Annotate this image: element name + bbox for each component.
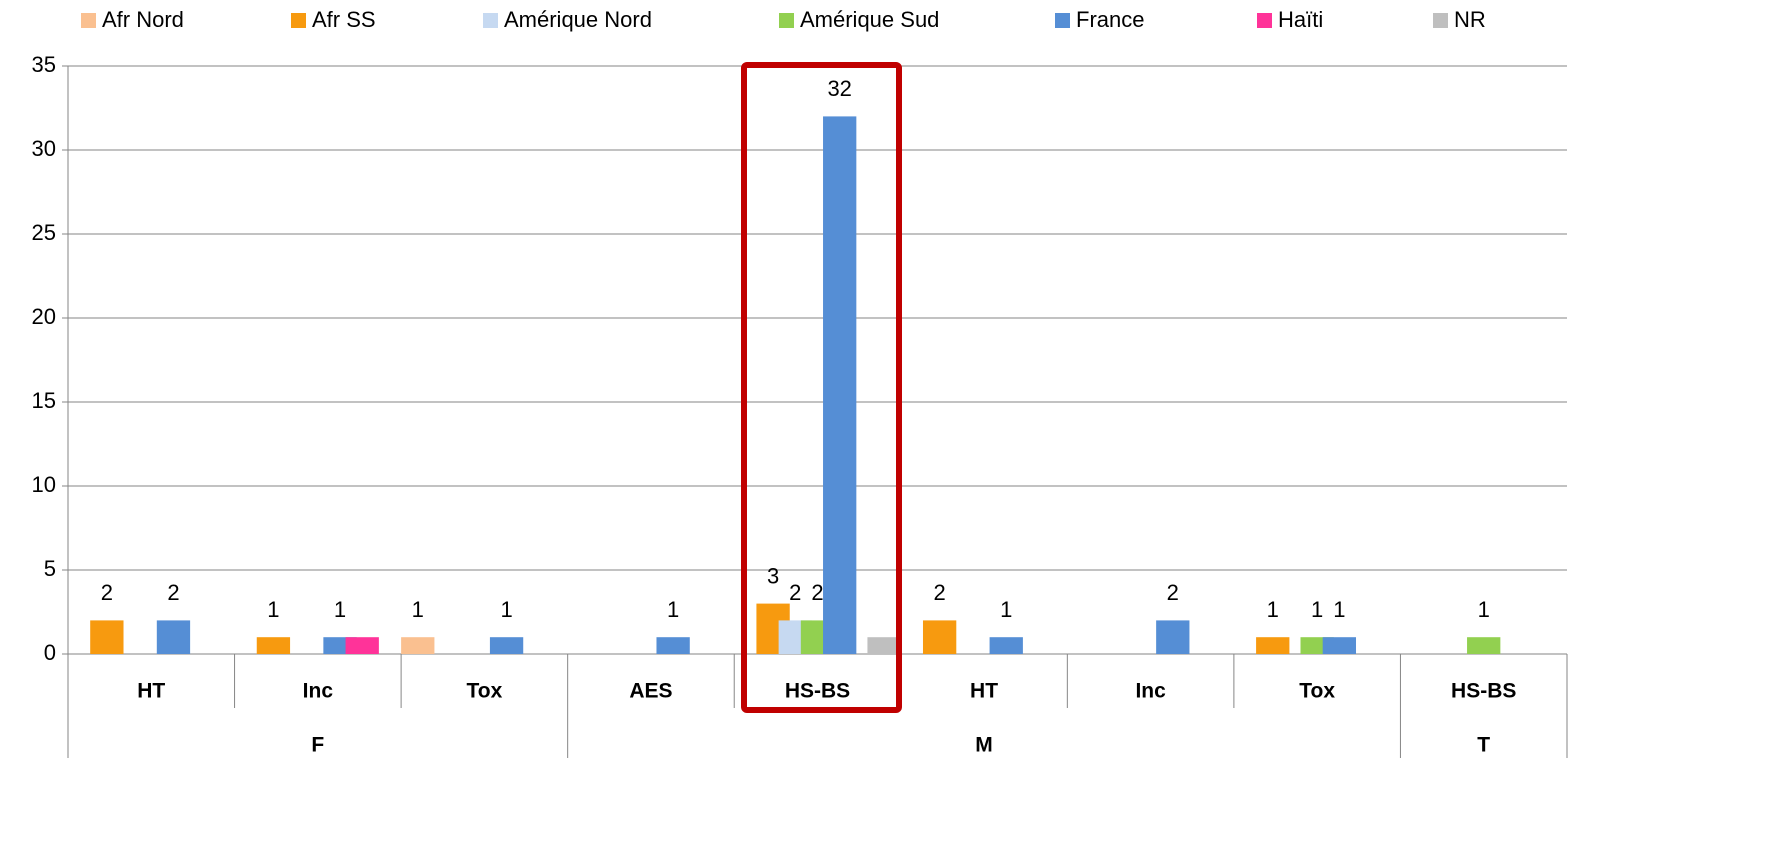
data-label: 2 xyxy=(789,580,801,605)
legend-label: France xyxy=(1076,7,1144,32)
bar xyxy=(1467,637,1501,654)
data-label: 1 xyxy=(334,597,346,622)
bar xyxy=(1156,620,1190,654)
legend-swatch xyxy=(1055,13,1070,28)
highlight-box xyxy=(741,62,902,713)
bar xyxy=(90,620,124,654)
data-label: 1 xyxy=(1311,597,1323,622)
x-tick-label: HT xyxy=(970,680,998,703)
bar xyxy=(656,637,690,654)
data-label: 1 xyxy=(267,597,279,622)
bar xyxy=(256,637,291,654)
y-tick-label: 35 xyxy=(32,52,56,77)
legend-swatch xyxy=(81,13,96,28)
legend-label: Afr SS xyxy=(312,7,376,32)
bar xyxy=(823,116,857,654)
x-tick-label: Tox xyxy=(466,680,502,703)
y-tick-label: 25 xyxy=(32,220,56,245)
bar xyxy=(867,637,901,654)
data-label: 1 xyxy=(1267,597,1279,622)
data-label: 1 xyxy=(412,597,424,622)
data-label: 2 xyxy=(1167,580,1179,605)
x-tick-label: HS-BS xyxy=(785,680,850,703)
group-label: F xyxy=(311,734,324,757)
x-tick-label: HS-BS xyxy=(1451,680,1516,703)
x-tick-label: Inc xyxy=(1135,680,1166,703)
data-label: 32 xyxy=(827,76,851,101)
legend-swatch xyxy=(1257,13,1272,28)
data-label: 1 xyxy=(500,597,512,622)
legend-swatch xyxy=(291,13,306,28)
data-label: 3 xyxy=(767,563,779,588)
group-label: M xyxy=(975,734,993,757)
bar xyxy=(1322,637,1357,654)
legend-swatch xyxy=(483,13,498,28)
legend-label: Amérique Nord xyxy=(504,7,652,32)
data-label: 1 xyxy=(667,597,679,622)
bar xyxy=(922,620,957,654)
legend-label: Afr Nord xyxy=(102,7,184,32)
bar xyxy=(401,637,435,654)
bar xyxy=(156,620,191,654)
group-label: T xyxy=(1477,734,1490,757)
data-label: 2 xyxy=(167,580,179,605)
x-tick-label: Tox xyxy=(1299,680,1335,703)
legend-label: Haïti xyxy=(1278,7,1323,32)
y-tick-label: 0 xyxy=(44,640,56,665)
legend-swatch xyxy=(779,13,794,28)
x-tick-label: AES xyxy=(629,680,672,703)
y-tick-label: 15 xyxy=(32,388,56,413)
y-tick-label: 10 xyxy=(32,472,56,497)
legend-swatch xyxy=(1433,13,1448,28)
bar xyxy=(989,637,1023,654)
y-tick-label: 5 xyxy=(44,556,56,581)
bar xyxy=(1256,637,1290,654)
legend-label: Amérique Sud xyxy=(800,7,939,32)
y-tick-label: 20 xyxy=(32,304,56,329)
y-tick-label: 30 xyxy=(32,136,56,161)
data-label: 1 xyxy=(1333,597,1345,622)
data-label: 2 xyxy=(101,580,113,605)
bar xyxy=(489,637,524,654)
data-label: 1 xyxy=(1000,597,1012,622)
data-label: 2 xyxy=(934,580,946,605)
data-label: 1 xyxy=(1478,597,1490,622)
bar xyxy=(345,637,379,654)
legend-label: NR xyxy=(1454,7,1486,32)
x-tick-label: Inc xyxy=(303,680,334,703)
data-label: 2 xyxy=(811,580,823,605)
x-tick-label: HT xyxy=(137,680,165,703)
